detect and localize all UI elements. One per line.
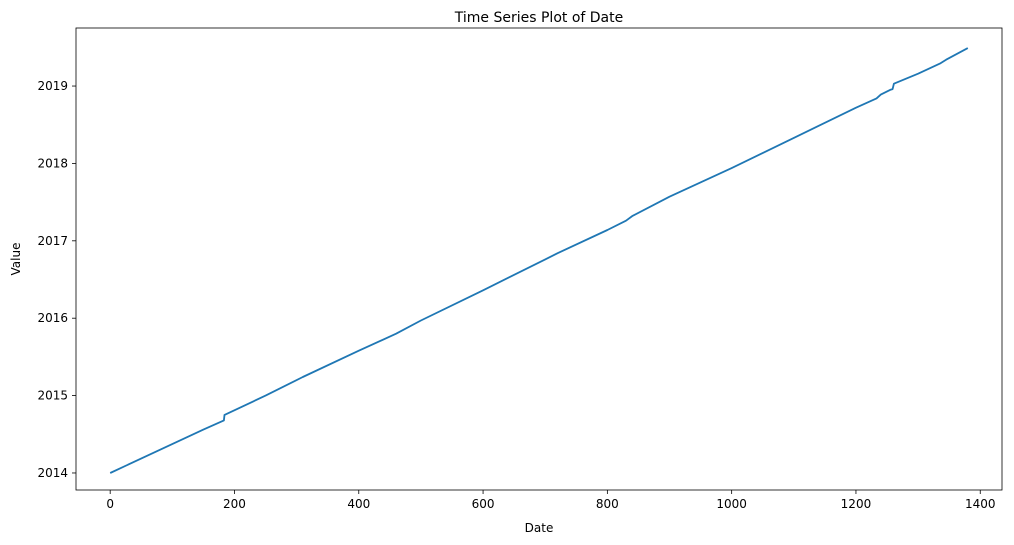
y-axis-label: Value	[9, 243, 23, 276]
chart-title: Time Series Plot of Date	[454, 10, 623, 26]
x-axis: 0 200 400 600 800 1000 1200 1400	[106, 490, 996, 511]
x-tick-label: 400	[347, 497, 370, 511]
y-tick-label: 2018	[37, 156, 68, 170]
y-tick-label: 2015	[37, 389, 68, 403]
x-tick-label: 1400	[965, 497, 996, 511]
x-tick-label: 1000	[716, 497, 747, 511]
y-tick-label: 2016	[37, 311, 68, 325]
series-line	[109, 47, 969, 474]
y-tick-label: 2019	[37, 79, 68, 93]
x-tick-label: 600	[472, 497, 495, 511]
plot-frame	[75, 27, 1003, 491]
x-tick-label: 800	[596, 497, 619, 511]
x-axis-label: Date	[525, 521, 554, 535]
y-tick-label: 2017	[37, 234, 68, 248]
x-tick-label: 1200	[841, 497, 872, 511]
x-tick-label: 0	[106, 497, 114, 511]
y-tick-label: 2014	[37, 466, 68, 480]
y-axis: 2014 2015 2016 2017 2018 2019	[37, 79, 76, 480]
x-tick-label: 200	[223, 497, 246, 511]
